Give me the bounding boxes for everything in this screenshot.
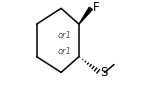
Polygon shape xyxy=(79,7,92,24)
Text: or1: or1 xyxy=(57,47,71,56)
Text: or1: or1 xyxy=(57,31,71,40)
Text: S: S xyxy=(101,66,108,79)
Text: F: F xyxy=(93,1,99,14)
